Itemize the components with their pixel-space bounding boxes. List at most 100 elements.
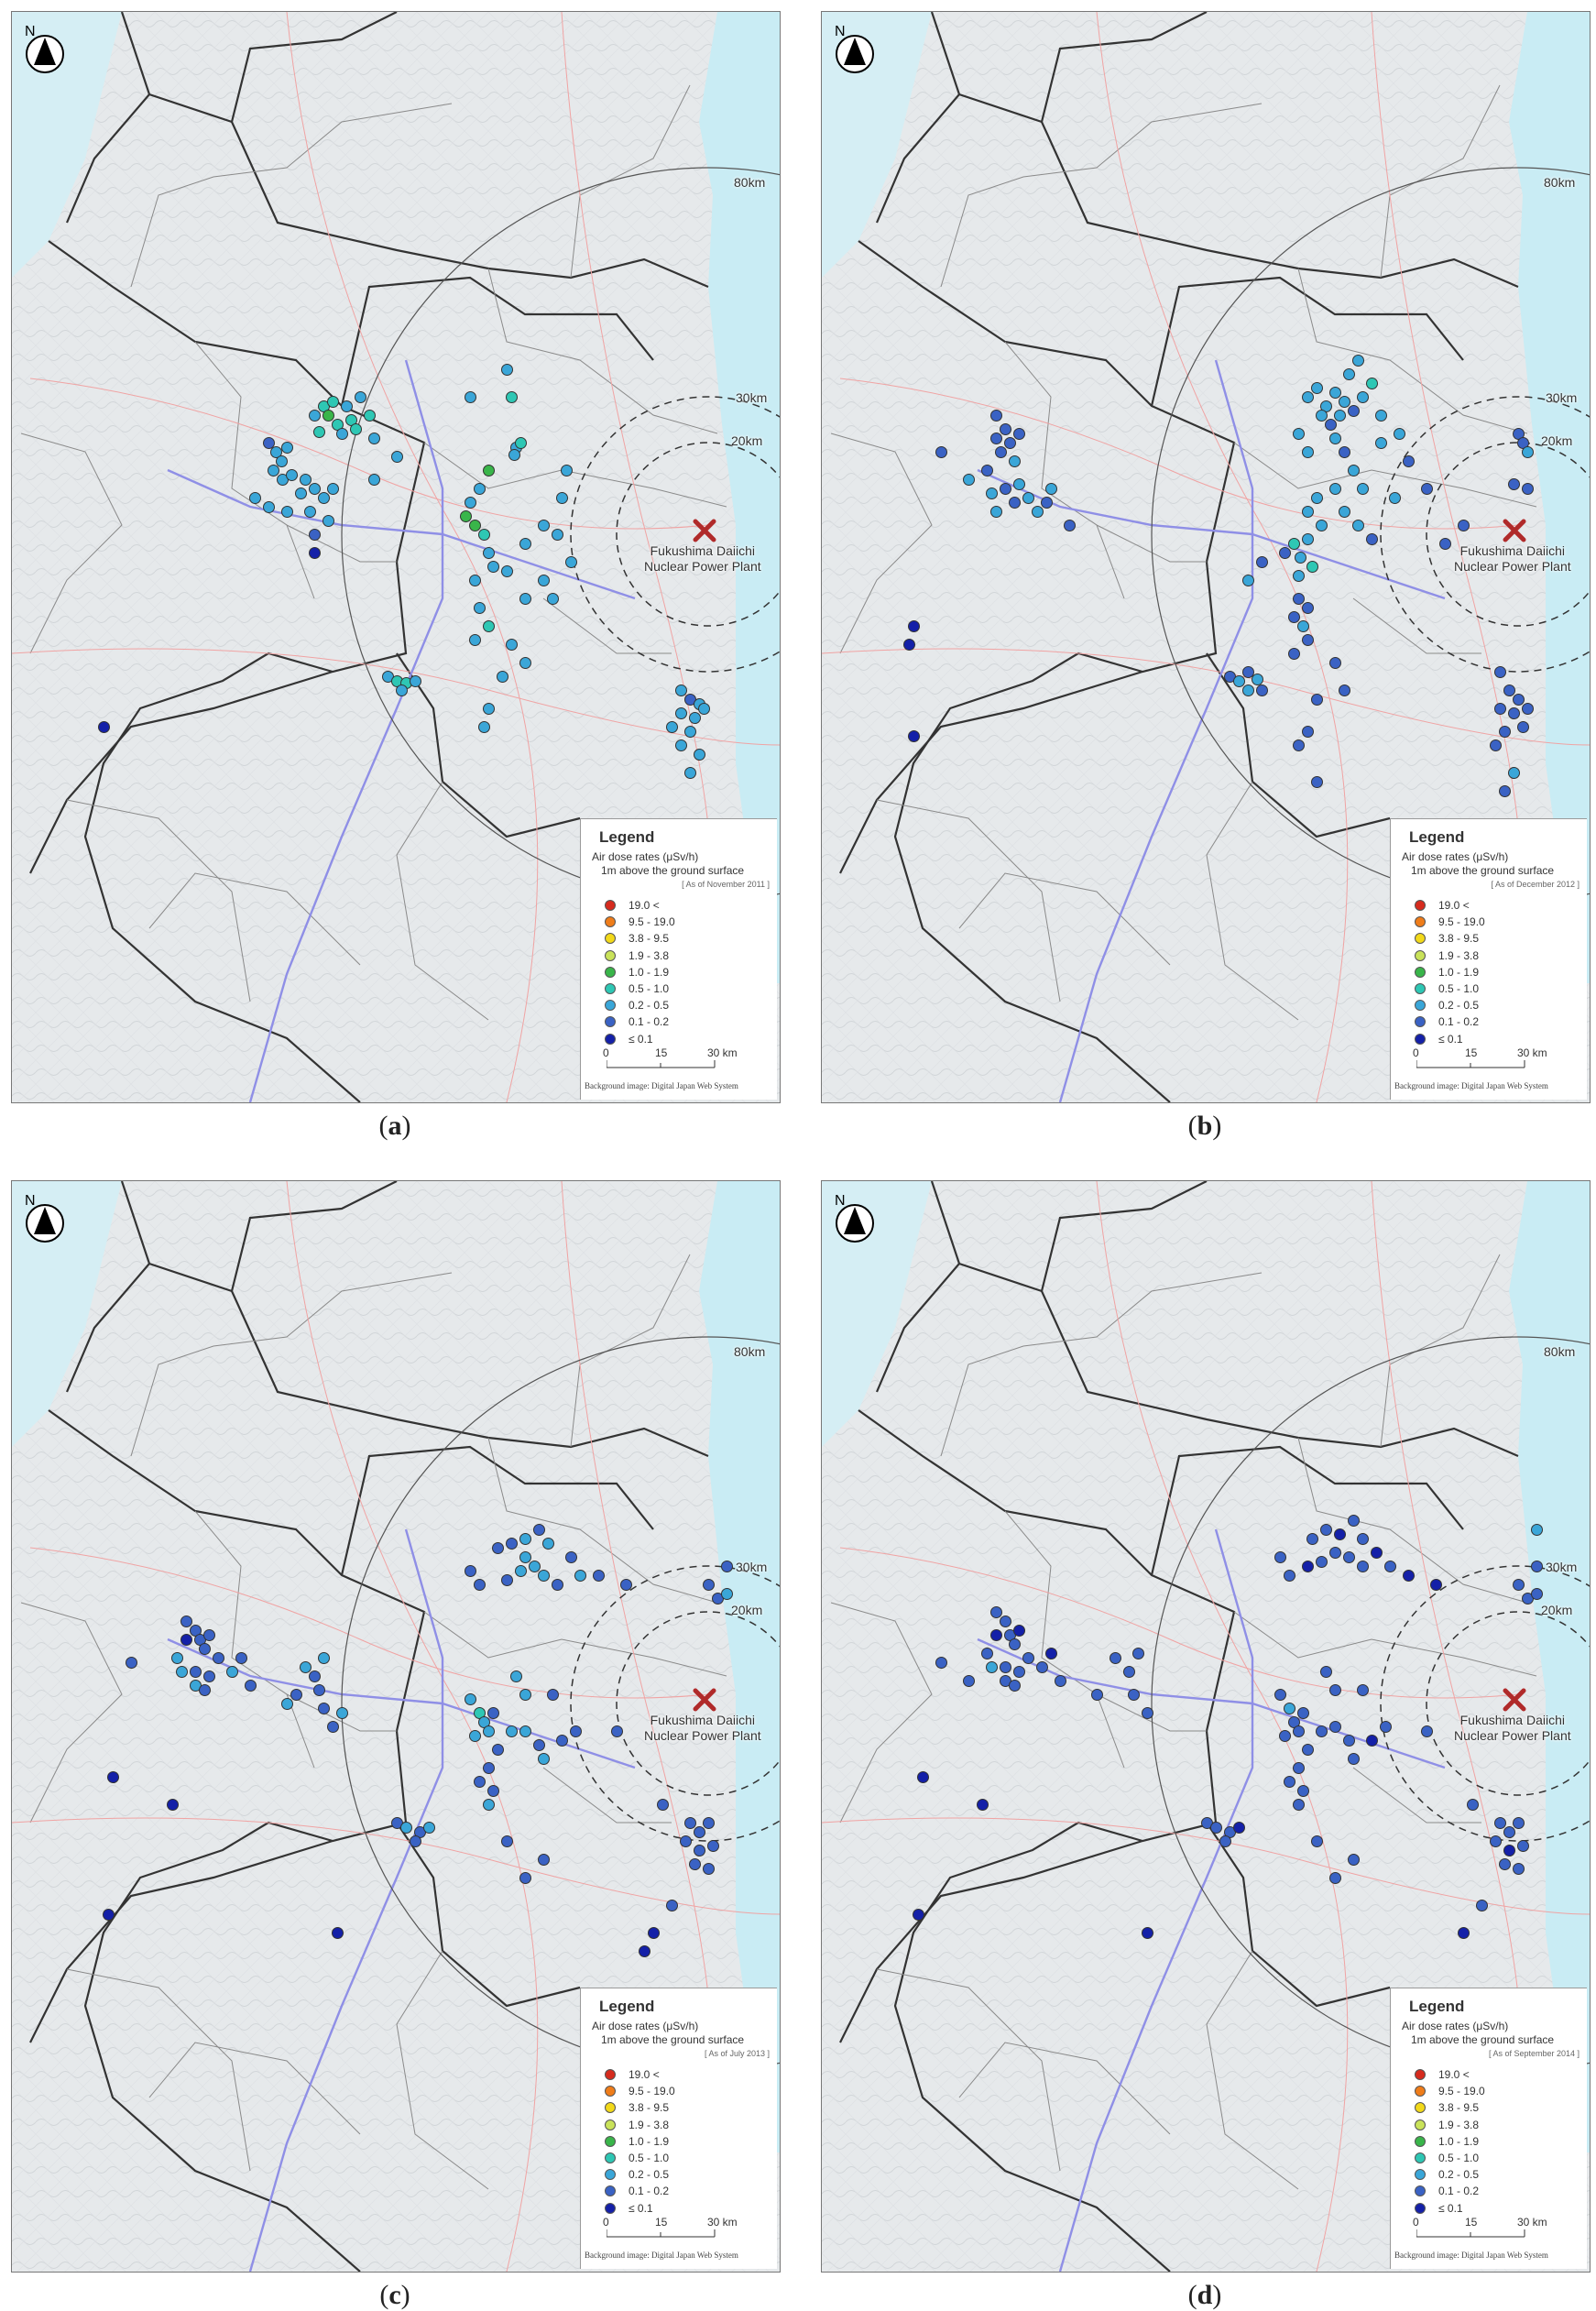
measurement-point[interactable]	[1293, 593, 1305, 605]
measurement-point[interactable]	[245, 1680, 257, 1692]
measurement-point[interactable]	[300, 474, 312, 486]
measurement-point[interactable]	[1242, 575, 1254, 586]
measurement-point[interactable]	[1499, 726, 1511, 738]
measurement-point[interactable]	[1009, 1680, 1021, 1692]
measurement-point[interactable]	[698, 703, 710, 715]
measurement-point[interactable]	[226, 1666, 238, 1678]
measurement-point[interactable]	[1403, 455, 1415, 467]
measurement-point[interactable]	[469, 1730, 481, 1742]
measurement-point[interactable]	[977, 1799, 989, 1811]
measurement-point[interactable]	[249, 492, 261, 504]
measurement-point[interactable]	[309, 529, 321, 541]
measurement-point[interactable]	[1366, 378, 1378, 389]
measurement-point[interactable]	[474, 1579, 486, 1591]
measurement-point[interactable]	[990, 506, 1002, 518]
measurement-point[interactable]	[1348, 465, 1360, 476]
measurement-point[interactable]	[1302, 1744, 1314, 1756]
measurement-point[interactable]	[1522, 446, 1534, 458]
measurement-point[interactable]	[1055, 1675, 1066, 1687]
measurement-point[interactable]	[1339, 446, 1350, 458]
measurement-point[interactable]	[1513, 694, 1525, 706]
measurement-point[interactable]	[190, 1666, 202, 1678]
measurement-point[interactable]	[492, 1744, 504, 1756]
measurement-point[interactable]	[1316, 410, 1328, 422]
measurement-point[interactable]	[263, 501, 275, 513]
measurement-point[interactable]	[1284, 1703, 1295, 1714]
measurement-point[interactable]	[574, 1570, 586, 1582]
map-view[interactable]: N 80km 30km 20km Fukushima Daiichi Nucle…	[821, 1180, 1591, 2273]
measurement-point[interactable]	[304, 506, 316, 518]
measurement-point[interactable]	[1009, 455, 1021, 467]
measurement-point[interactable]	[1503, 1826, 1515, 1838]
measurement-point[interactable]	[1421, 483, 1433, 495]
measurement-point[interactable]	[423, 1822, 435, 1834]
measurement-point[interactable]	[1403, 1570, 1415, 1582]
measurement-point[interactable]	[1288, 611, 1300, 623]
measurement-point[interactable]	[483, 1799, 495, 1811]
measurement-point[interactable]	[1494, 703, 1506, 715]
measurement-point[interactable]	[1366, 1735, 1378, 1747]
measurement-point[interactable]	[368, 474, 380, 486]
measurement-point[interactable]	[995, 446, 1007, 458]
measurement-point[interactable]	[1036, 1661, 1048, 1673]
measurement-point[interactable]	[1302, 726, 1314, 738]
measurement-point[interactable]	[1022, 1652, 1034, 1664]
measurement-point[interactable]	[1513, 1579, 1525, 1591]
measurement-point[interactable]	[1339, 685, 1350, 696]
measurement-point[interactable]	[1242, 666, 1254, 678]
measurement-point[interactable]	[1329, 1684, 1341, 1696]
measurement-point[interactable]	[1508, 478, 1520, 490]
measurement-point[interactable]	[1032, 506, 1044, 518]
measurement-point[interactable]	[1233, 1822, 1245, 1834]
measurement-point[interactable]	[290, 1689, 302, 1701]
measurement-point[interactable]	[1041, 497, 1053, 509]
measurement-point[interactable]	[1233, 675, 1245, 687]
measurement-point[interactable]	[680, 1835, 692, 1847]
measurement-point[interactable]	[1357, 1561, 1369, 1572]
measurement-point[interactable]	[1357, 391, 1369, 403]
measurement-point[interactable]	[1284, 1570, 1295, 1582]
measurement-point[interactable]	[1293, 570, 1305, 582]
measurement-point[interactable]	[501, 1835, 513, 1847]
measurement-point[interactable]	[483, 703, 495, 715]
measurement-point[interactable]	[1316, 520, 1328, 531]
measurement-point[interactable]	[533, 1524, 545, 1536]
measurement-point[interactable]	[684, 767, 696, 779]
measurement-point[interactable]	[318, 1652, 330, 1664]
measurement-point[interactable]	[501, 1574, 513, 1586]
measurement-point[interactable]	[903, 639, 915, 651]
measurement-point[interactable]	[703, 1863, 715, 1875]
measurement-point[interactable]	[483, 1762, 495, 1774]
measurement-point[interactable]	[364, 410, 376, 422]
measurement-point[interactable]	[529, 1561, 541, 1572]
measurement-point[interactable]	[1343, 368, 1355, 380]
measurement-point[interactable]	[684, 726, 696, 738]
measurement-point[interactable]	[391, 451, 403, 463]
measurement-point[interactable]	[963, 1675, 975, 1687]
measurement-point[interactable]	[1357, 483, 1369, 495]
measurement-point[interactable]	[1517, 721, 1529, 733]
map-view[interactable]: N 80km 30km 20km Fukushima Daiichi Nucle…	[11, 11, 781, 1103]
measurement-point[interactable]	[538, 1753, 550, 1765]
measurement-point[interactable]	[180, 1634, 192, 1646]
measurement-point[interactable]	[167, 1799, 179, 1811]
measurement-point[interactable]	[1325, 419, 1337, 431]
measurement-point[interactable]	[561, 465, 573, 476]
measurement-point[interactable]	[1288, 538, 1300, 550]
measurement-point[interactable]	[1522, 483, 1534, 495]
measurement-point[interactable]	[1458, 1927, 1470, 1939]
measurement-point[interactable]	[639, 1945, 650, 1957]
measurement-point[interactable]	[483, 547, 495, 559]
measurement-point[interactable]	[1022, 492, 1034, 504]
measurement-point[interactable]	[309, 547, 321, 559]
measurement-point[interactable]	[1311, 694, 1323, 706]
measurement-point[interactable]	[1293, 739, 1305, 751]
measurement-point[interactable]	[1389, 492, 1401, 504]
map-view[interactable]: N 80km 30km 20km Fukushima Daiichi Nucle…	[11, 1180, 781, 2273]
measurement-point[interactable]	[1348, 1854, 1360, 1866]
measurement-point[interactable]	[1302, 391, 1314, 403]
measurement-point[interactable]	[1000, 483, 1011, 495]
measurement-point[interactable]	[565, 1551, 577, 1563]
measurement-point[interactable]	[721, 1588, 733, 1600]
measurement-point[interactable]	[1531, 1588, 1543, 1600]
